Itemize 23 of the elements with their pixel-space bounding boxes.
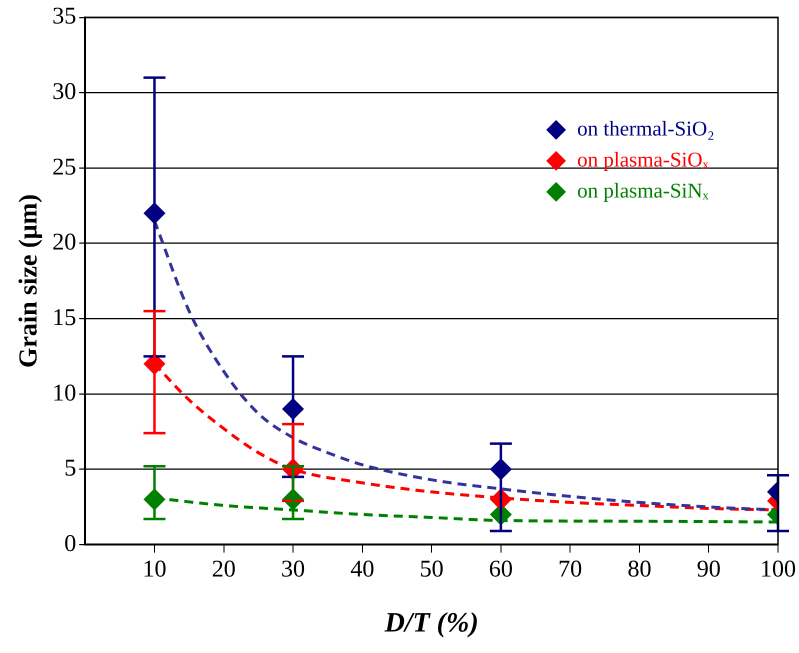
y-tick-label: 30 — [52, 79, 76, 106]
x-tick-label: 30 — [281, 556, 306, 582]
legend-label: on plasma-SiNₓ — [577, 178, 710, 202]
x-tick-label: 70 — [558, 556, 582, 582]
y-tick-label: 20 — [52, 230, 76, 256]
x-tick-label: 90 — [696, 556, 721, 582]
x-tick-label: 60 — [488, 556, 513, 582]
x-tick-label: 20 — [212, 556, 236, 582]
x-axis-title: D/T (%) — [384, 607, 479, 638]
legend-label: on thermal-SiO₂ — [577, 116, 715, 140]
y-tick-label: 15 — [52, 304, 76, 331]
x-tick-label: 80 — [627, 556, 652, 582]
y-tick-label: 5 — [64, 456, 76, 482]
x-tick-label: 50 — [420, 556, 444, 582]
y-tick-label: 0 — [64, 530, 76, 557]
y-axis-title: Grain size (µm) — [13, 194, 42, 368]
y-tick-label: 10 — [52, 380, 76, 406]
x-tick-label: 10 — [142, 556, 166, 582]
x-tick-label: 100 — [760, 556, 796, 582]
y-tick-label: 35 — [52, 4, 76, 30]
legend-label: on plasma-SiOₓ — [577, 147, 710, 172]
x-tick-label: 40 — [350, 556, 374, 582]
y-tick-label: 25 — [52, 154, 76, 180]
